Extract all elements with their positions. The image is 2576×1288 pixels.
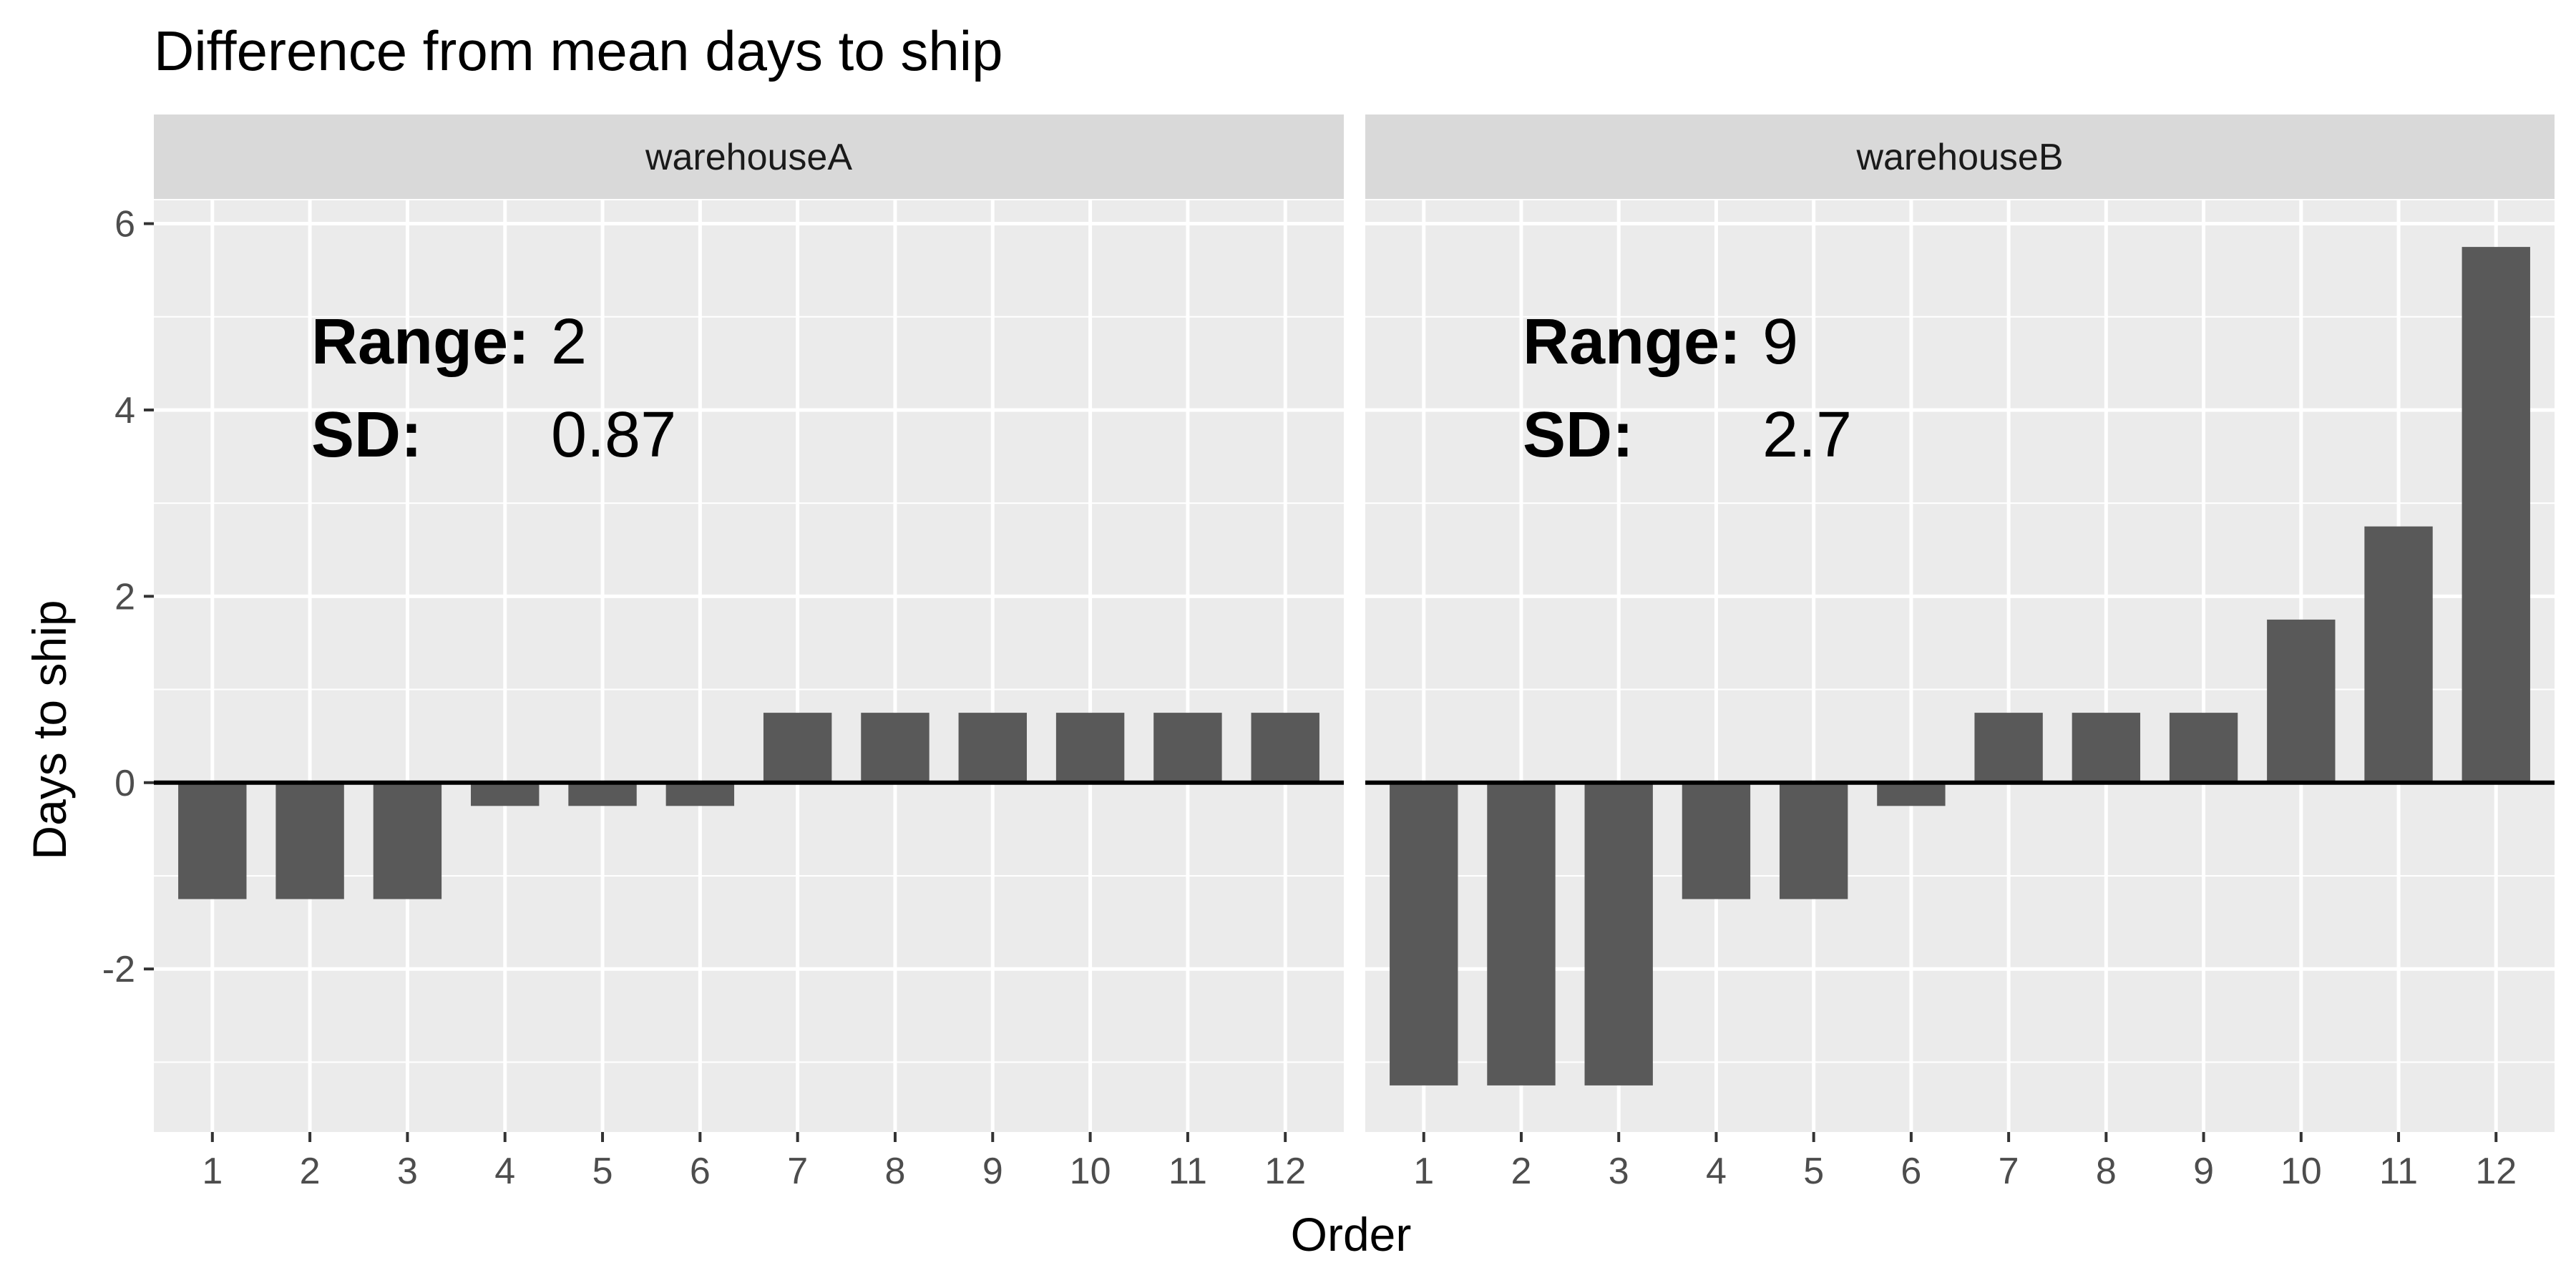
x-tick-label: 7 bbox=[1999, 1151, 2019, 1192]
bar bbox=[275, 782, 344, 899]
x-tick-label: 2 bbox=[300, 1151, 321, 1192]
bar bbox=[1682, 782, 1751, 899]
y-axis: -2 0 2 4 6 bbox=[102, 204, 154, 990]
x-tick-label: 5 bbox=[1803, 1151, 1824, 1192]
x-tick-label: 1 bbox=[1413, 1151, 1434, 1192]
x-tick-label: 11 bbox=[2379, 1151, 2418, 1192]
x-tick-label: 12 bbox=[1264, 1151, 1306, 1192]
facet-strip-label: warehouseB bbox=[1855, 137, 2063, 178]
x-tick-label: 7 bbox=[787, 1151, 808, 1192]
y-axis-title: Days to ship bbox=[23, 600, 76, 859]
bar bbox=[861, 713, 930, 783]
x-tick-label: 4 bbox=[1706, 1151, 1727, 1192]
sd-value: 2.7 bbox=[1762, 399, 1852, 471]
bar bbox=[1584, 782, 1653, 1085]
x-tick-label: 8 bbox=[885, 1151, 906, 1192]
x-tick-label: 3 bbox=[1609, 1151, 1629, 1192]
x-tick-label: 5 bbox=[592, 1151, 613, 1192]
y-tick-label: -2 bbox=[102, 949, 135, 990]
x-tick-label: 8 bbox=[2096, 1151, 2117, 1192]
facet-strip-label: warehouseA bbox=[645, 137, 852, 178]
bar bbox=[1055, 713, 1125, 783]
x-axis-title: Order bbox=[1291, 1208, 1412, 1261]
bar bbox=[763, 713, 832, 783]
bar bbox=[1153, 713, 1222, 783]
range-value: 2 bbox=[551, 306, 587, 378]
panel-background bbox=[1365, 200, 2555, 1132]
x-tick-label: 2 bbox=[1511, 1151, 1532, 1192]
bar bbox=[1390, 782, 1458, 1085]
bar bbox=[665, 782, 735, 806]
bar bbox=[471, 782, 540, 806]
chart-title: Difference from mean days to ship bbox=[154, 19, 1002, 82]
y-tick-label: 0 bbox=[114, 763, 135, 804]
x-tick-label: 6 bbox=[1901, 1151, 1921, 1192]
facet-strip bbox=[1365, 114, 2555, 199]
bar bbox=[1251, 713, 1319, 783]
bar bbox=[1877, 782, 1946, 806]
bar bbox=[2267, 619, 2336, 783]
bar bbox=[373, 782, 442, 899]
y-tick-label: 2 bbox=[114, 576, 135, 618]
bar bbox=[1974, 713, 2043, 783]
bar bbox=[2072, 713, 2141, 783]
range-label: Range: bbox=[1523, 306, 1741, 378]
bar bbox=[2364, 526, 2433, 783]
sd-label: SD: bbox=[311, 399, 422, 471]
bar bbox=[178, 782, 247, 899]
facet-strip bbox=[154, 114, 1344, 199]
panel-background bbox=[154, 200, 1344, 1132]
range-label: Range: bbox=[311, 306, 530, 378]
x-tick-label: 10 bbox=[1070, 1151, 1111, 1192]
bar bbox=[958, 713, 1027, 783]
x-tick-label: 12 bbox=[2475, 1151, 2517, 1192]
x-tick-label: 10 bbox=[2280, 1151, 2322, 1192]
x-tick-label: 9 bbox=[2193, 1151, 2214, 1192]
bar bbox=[2462, 247, 2530, 783]
x-tick-label: 3 bbox=[397, 1151, 418, 1192]
x-tick-label: 11 bbox=[1169, 1151, 1207, 1192]
bar bbox=[568, 782, 637, 806]
sd-value: 0.87 bbox=[551, 399, 676, 471]
sd-label: SD: bbox=[1523, 399, 1634, 471]
y-tick-label: 4 bbox=[114, 390, 135, 431]
x-tick-label: 1 bbox=[202, 1151, 223, 1192]
y-tick-label: 6 bbox=[114, 204, 135, 245]
bar bbox=[1779, 782, 1848, 899]
bar bbox=[1487, 782, 1556, 1085]
x-tick-label: 6 bbox=[690, 1151, 711, 1192]
x-tick-label: 9 bbox=[982, 1151, 1003, 1192]
x-tick-label: 4 bbox=[494, 1151, 515, 1192]
range-value: 9 bbox=[1762, 306, 1798, 378]
bar bbox=[2169, 713, 2238, 783]
